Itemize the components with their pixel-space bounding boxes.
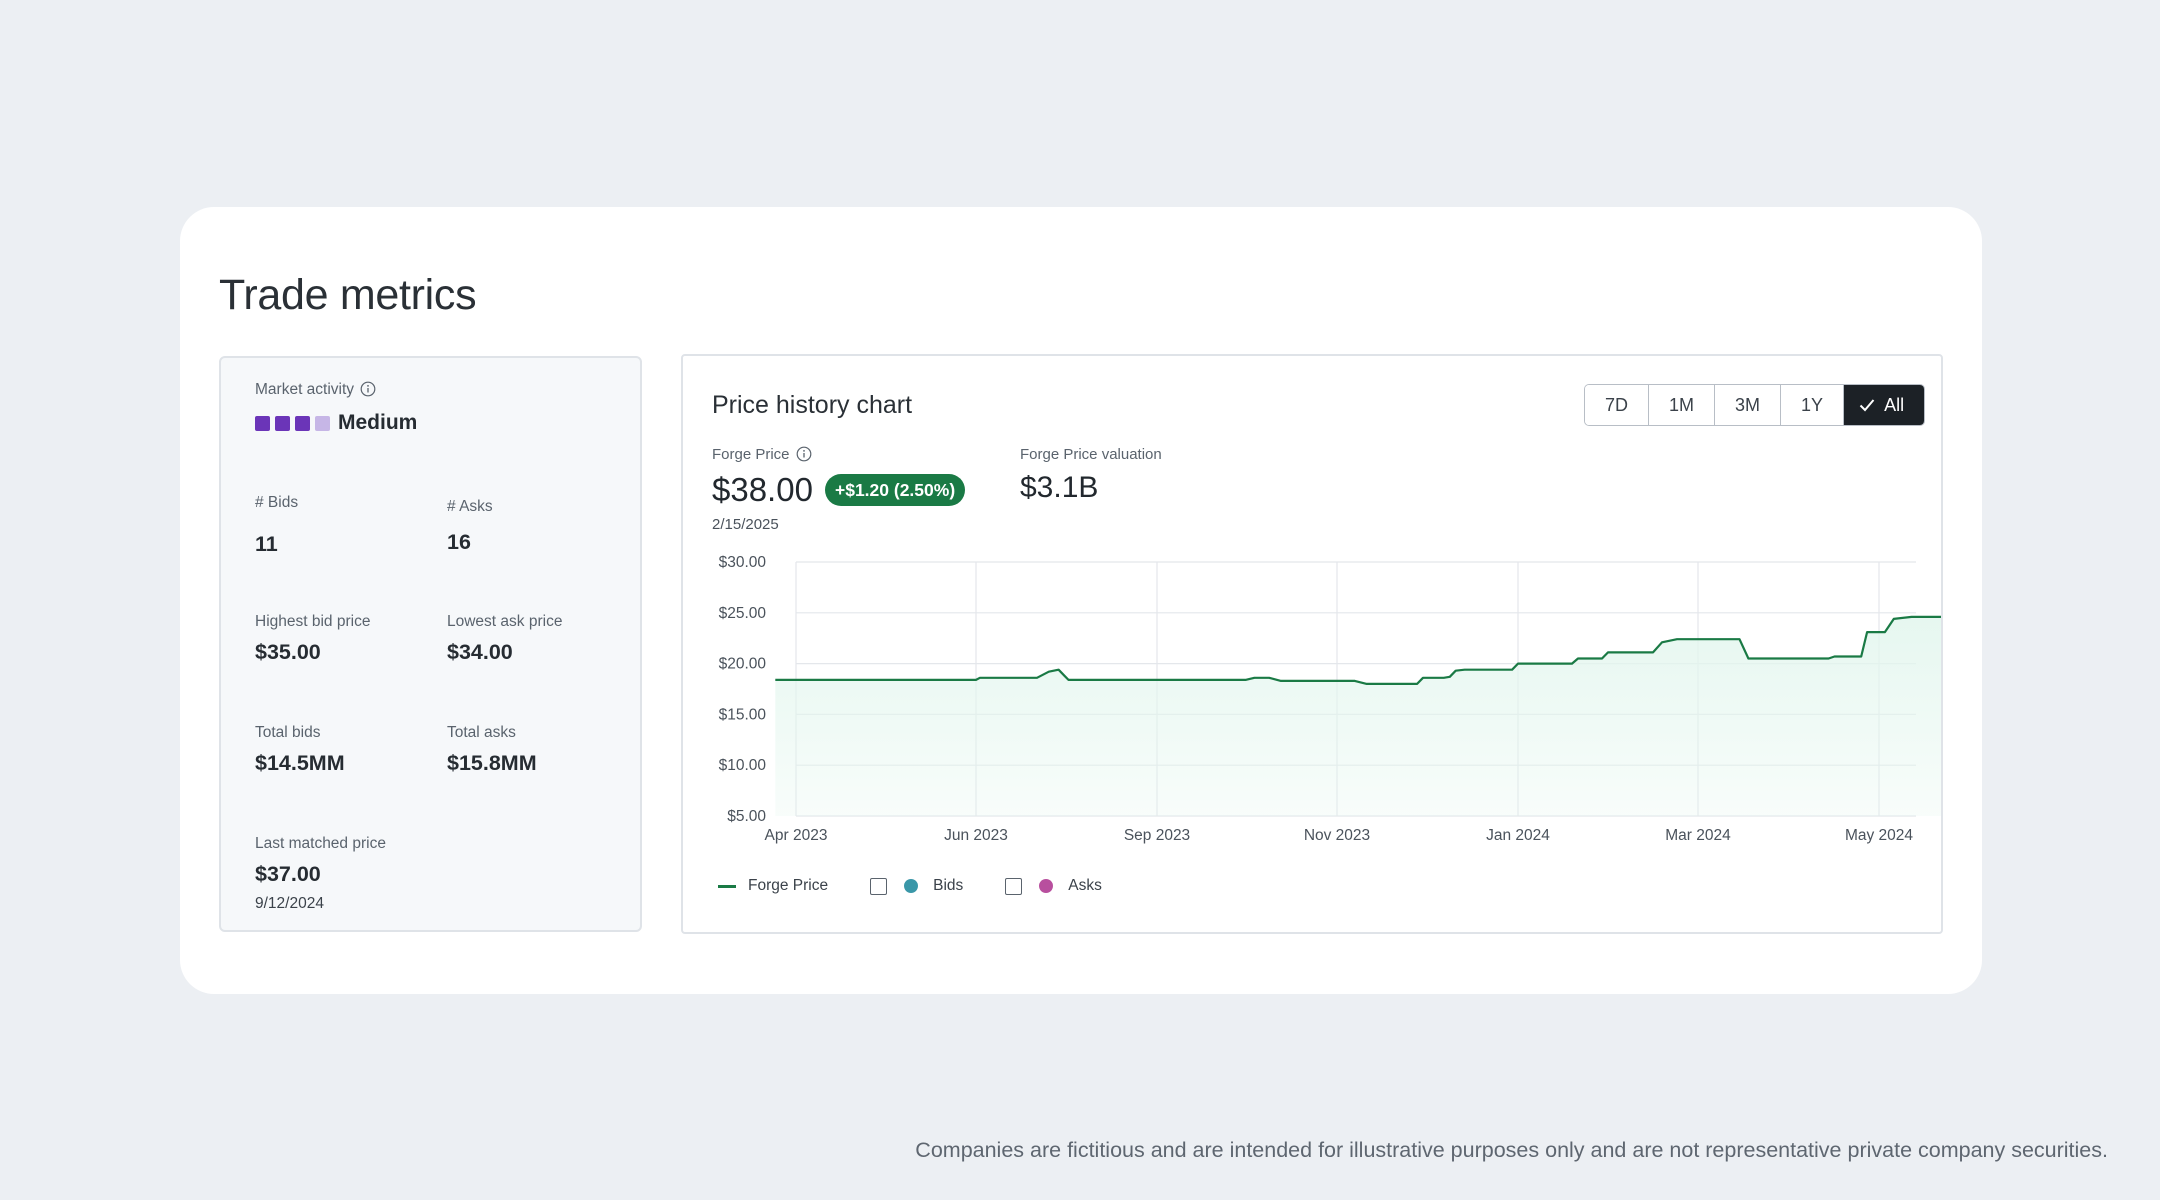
info-icon[interactable] [360,381,376,397]
chart-title: Price history chart [712,391,913,419]
market-activity-label: Market activity [255,381,355,398]
x-tick-label: Sep 2023 [1124,827,1190,844]
range-selector: 7D 1M 3M 1Y All [1584,384,1926,426]
legend-forge-price-label: Forge Price [748,877,829,894]
lowest-ask-value: $34.00 [447,640,513,664]
bids-checkbox[interactable] [870,877,888,895]
price-history-panel: Price history chart 7D 1M 3M 1Y All Forg… [681,354,1943,934]
x-tick-label: Nov 2023 [1304,827,1370,844]
range-1m-button[interactable]: 1M [1649,385,1716,425]
forge-price-value: $38.00 [712,471,813,508]
activity-square [315,415,330,431]
x-tick-label: May 2024 [1845,827,1913,844]
forge-price-label: Forge Price [712,446,790,463]
legend-bids[interactable]: Bids [870,877,963,895]
total-bids-label: Total bids [255,724,321,741]
y-tick-label: $30.00 [719,554,767,571]
total-asks-label: Total asks [447,724,516,741]
activity-square [255,415,270,431]
last-matched-label: Last matched price [255,835,386,852]
legend-line-swatch [718,884,736,888]
chart-legend: Forge Price Bids Asks [718,877,1144,895]
valuation-label: Forge Price valuation [1020,446,1162,463]
lowest-ask-label: Lowest ask price [447,613,563,630]
asks-dot-icon [1039,879,1054,893]
market-activity-indicator: Medium [255,411,417,435]
y-tick-label: $10.00 [719,757,767,774]
check-icon [1859,399,1875,412]
activity-square [295,415,310,431]
range-all-button[interactable]: All [1844,385,1925,425]
highest-bid-value: $35.00 [255,640,321,664]
forge-price-date: 2/15/2025 [712,516,779,533]
valuation-value: $3.1B [1020,471,1099,504]
asks-value: 16 [447,530,471,554]
bids-dot-icon [904,879,919,893]
asks-label: # Asks [447,498,493,515]
x-tick-label: Mar 2024 [1665,827,1731,844]
page-title: Trade metrics [219,271,477,319]
last-matched-value: $37.00 [255,862,321,886]
range-all-label: All [1884,394,1905,415]
total-bids-value: $14.5MM [255,751,345,775]
series-line-forge-price [775,615,1941,685]
legend-asks[interactable]: Asks [1005,877,1102,895]
y-tick-label: $25.00 [719,605,767,622]
range-1y-button[interactable]: 1Y [1781,385,1845,425]
bids-value: 11 [255,532,278,556]
trade-metrics-card: Trade metrics Market activity Medium # B… [180,207,1982,994]
x-tick-label: Jan 2024 [1486,827,1550,844]
y-tick-label: $15.00 [719,706,767,723]
range-3m-button[interactable]: 3M [1715,385,1782,425]
price-change-badge: +$1.20 (2.50%) [825,474,966,506]
highest-bid-label: Highest bid price [255,613,371,630]
forge-price-label-row: Forge Price [712,446,812,463]
total-asks-value: $15.8MM [447,751,537,775]
y-tick-label: $20.00 [719,656,767,673]
market-activity-level: Medium [338,411,418,434]
x-tick-label: Apr 2023 [765,827,828,844]
price-history-chart[interactable]: $30.00 $25.00 $20.00 $15.00 $10.00 $5.00 Apr 2… [683,356,1941,932]
disclaimer: Companies are fictitious and are intende… [915,1138,2108,1162]
series-area [775,616,1941,816]
x-tick-label: Jun 2023 [944,827,1008,844]
market-activity-label-row: Market activity [255,381,376,399]
legend-forge-price[interactable]: Forge Price [718,877,828,895]
last-matched-date: 9/12/2024 [255,895,324,912]
activity-square [275,415,290,431]
legend-asks-label: Asks [1068,877,1102,894]
legend-bids-label: Bids [933,877,964,894]
info-icon[interactable] [796,446,812,462]
metrics-panel: Market activity Medium # Bids 11 # Asks … [219,356,642,932]
bids-label: # Bids [255,494,299,511]
y-tick-label: $5.00 [727,808,766,825]
range-7d-button[interactable]: 7D [1585,385,1650,425]
asks-checkbox[interactable] [1005,877,1023,895]
